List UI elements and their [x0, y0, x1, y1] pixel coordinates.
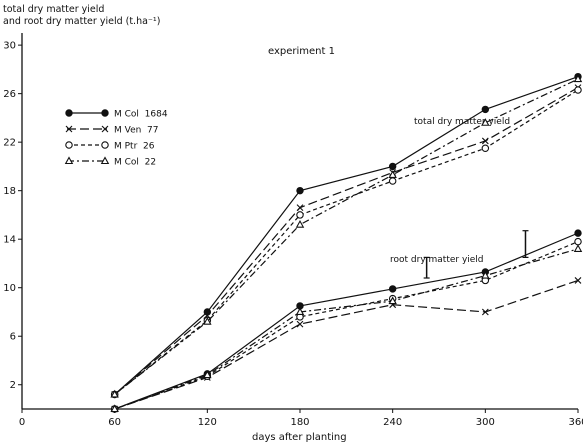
series-line: [114, 87, 579, 395]
data-point: [296, 186, 304, 195]
series-line: [114, 279, 579, 410]
data-point: [481, 105, 490, 114]
data-point: [295, 219, 305, 228]
y-tick-label: 22: [3, 138, 16, 149]
data-point: [481, 144, 490, 152]
legend-item: M Col 22: [64, 156, 156, 168]
legend-marker: [101, 109, 109, 117]
legend-item: M Col 1684: [65, 109, 168, 120]
data-point: [574, 86, 582, 94]
series-total-2: [110, 86, 582, 399]
legend-item: M Ptr 26: [65, 141, 155, 152]
series-line: [114, 241, 579, 410]
data-point: [295, 307, 305, 316]
series-total-3: [110, 74, 583, 398]
legend-marker: [65, 141, 73, 149]
x-tick-label: 360: [568, 417, 583, 428]
data-point: [388, 170, 397, 178]
series-root-6: [110, 237, 582, 413]
y-tick-label: 6: [10, 332, 16, 343]
x-tick-label: 300: [476, 417, 495, 428]
series-line: [114, 232, 579, 410]
error-bars: [423, 230, 529, 279]
data-point: [481, 270, 490, 279]
y-axis-title-line-2: and root dry matter yield (t.ha⁻¹): [3, 16, 160, 27]
data-point: [388, 285, 397, 293]
data-point: [110, 389, 119, 398]
legend-item: M Ven 77: [65, 125, 159, 136]
data-point: [203, 317, 212, 325]
x-tick-label: 120: [198, 417, 217, 428]
error-bar: [423, 256, 430, 279]
legend-marker: [65, 125, 73, 133]
series-layer: [110, 72, 583, 413]
data-point: [296, 204, 304, 212]
data-point: [203, 370, 212, 379]
data-point: [574, 277, 582, 284]
data-point: [388, 177, 397, 185]
legend-marker: [64, 156, 74, 165]
series-line: [114, 76, 579, 395]
data-point: [481, 308, 489, 316]
y-tick-label: 26: [3, 89, 16, 100]
chart-title: experiment 1: [268, 46, 335, 57]
y-tick-label: 30: [3, 41, 16, 52]
legend-label: M Ptr 26: [114, 142, 155, 152]
data-point: [203, 308, 212, 316]
series-line: [114, 248, 579, 410]
data-point: [481, 118, 490, 126]
annotation-total-dry-matter-yield: total dry matter yield: [414, 117, 510, 127]
data-point: [110, 404, 119, 413]
legend-label: M Ven 77: [114, 126, 159, 136]
y-tick-label: 18: [3, 186, 16, 197]
series-root-7: [110, 244, 583, 413]
series-line: [114, 78, 579, 395]
series-line: [114, 89, 579, 395]
legend-marker: [101, 141, 109, 149]
legend-label: M Col 1684: [114, 110, 168, 120]
data-point: [296, 320, 304, 328]
legend-marker: [100, 156, 110, 165]
annotation-root-dry-matter-yield: root dry matter yield: [390, 255, 484, 265]
y-tick-label: 10: [3, 283, 16, 294]
legend: M Col 1684 M Ven 77 M Ptr 26 M Col 22: [64, 109, 168, 168]
data-point: [573, 244, 583, 252]
data-point: [296, 211, 304, 219]
legend-label: M Col 22: [114, 158, 156, 168]
y-axis-title-line-1: total dry matter yield: [3, 4, 104, 15]
y-tick-label: 2: [10, 380, 16, 391]
error-bar: [522, 230, 529, 258]
data-point: [388, 162, 397, 171]
x-tick-label: 240: [383, 417, 402, 428]
x-tick-label: 60: [108, 417, 121, 428]
data-point: [388, 296, 397, 305]
x-axis-title: days after planting: [252, 432, 347, 443]
x-axis-ticks: 0 60 120 180 240 300 360: [19, 409, 583, 428]
data-point: [574, 229, 582, 237]
legend-marker: [65, 109, 73, 117]
data-point: [481, 137, 489, 145]
data-point: [574, 237, 582, 246]
x-tick-label: 180: [290, 417, 309, 428]
legend-marker: [101, 125, 109, 133]
y-tick-label: 14: [3, 235, 16, 246]
data-point: [573, 74, 583, 83]
x-tick-label: 0: [19, 417, 25, 428]
